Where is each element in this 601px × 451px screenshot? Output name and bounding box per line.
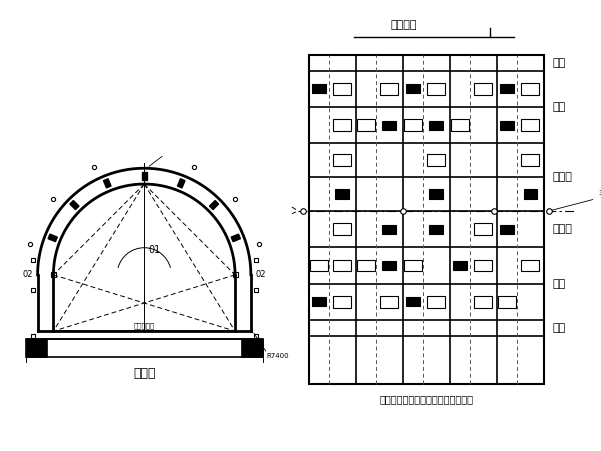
Bar bbox=[427, 83, 445, 95]
Bar bbox=[430, 225, 443, 234]
Text: 01: 01 bbox=[148, 245, 160, 255]
Bar bbox=[26, 339, 263, 357]
Bar bbox=[334, 296, 351, 308]
Text: 模板端面图: 模板端面图 bbox=[133, 322, 155, 329]
Bar bbox=[334, 83, 351, 95]
Bar bbox=[522, 260, 539, 271]
Polygon shape bbox=[48, 234, 57, 242]
Text: R7400: R7400 bbox=[267, 353, 289, 359]
Polygon shape bbox=[231, 234, 240, 242]
Bar bbox=[427, 296, 445, 308]
Bar bbox=[406, 297, 419, 306]
Bar bbox=[310, 260, 328, 271]
Text: 长顶模: 长顶模 bbox=[552, 172, 572, 182]
Bar bbox=[427, 154, 445, 166]
Bar bbox=[312, 297, 326, 306]
Polygon shape bbox=[103, 179, 111, 188]
Text: 主视图: 主视图 bbox=[133, 367, 156, 380]
Bar bbox=[334, 223, 351, 235]
Bar bbox=[334, 120, 351, 131]
Bar bbox=[335, 189, 349, 198]
Bar bbox=[382, 261, 396, 270]
Bar bbox=[334, 154, 351, 166]
Text: 边模: 边模 bbox=[552, 102, 566, 112]
Bar bbox=[406, 84, 419, 93]
Bar bbox=[380, 296, 398, 308]
Text: 02: 02 bbox=[256, 270, 266, 279]
Bar bbox=[522, 120, 539, 131]
Bar bbox=[474, 223, 492, 235]
Text: 3~450mm: 3~450mm bbox=[552, 190, 601, 210]
Bar bbox=[382, 225, 396, 234]
Bar bbox=[309, 55, 544, 383]
Bar bbox=[451, 120, 469, 131]
Bar bbox=[380, 83, 398, 95]
Text: 底模: 底模 bbox=[552, 58, 566, 68]
Polygon shape bbox=[177, 179, 185, 188]
Bar bbox=[357, 260, 374, 271]
Text: 02: 02 bbox=[22, 270, 32, 279]
Bar bbox=[474, 296, 492, 308]
Bar bbox=[404, 260, 421, 271]
Text: 底模: 底模 bbox=[552, 323, 566, 333]
Bar bbox=[522, 154, 539, 166]
Bar bbox=[382, 120, 396, 130]
Bar bbox=[357, 120, 374, 131]
Bar bbox=[241, 339, 263, 357]
Polygon shape bbox=[210, 201, 219, 210]
Text: 前进方向: 前进方向 bbox=[391, 20, 417, 30]
Bar bbox=[500, 84, 514, 93]
Bar bbox=[500, 225, 514, 234]
Polygon shape bbox=[70, 201, 79, 210]
Bar bbox=[312, 84, 326, 93]
Text: 短顶模: 短顶模 bbox=[552, 224, 572, 234]
Polygon shape bbox=[142, 172, 147, 180]
Text: 边模: 边模 bbox=[552, 279, 566, 289]
Bar bbox=[233, 272, 237, 277]
Bar bbox=[404, 120, 421, 131]
Bar bbox=[523, 189, 537, 198]
Bar bbox=[430, 120, 443, 130]
Bar bbox=[500, 120, 514, 130]
Bar bbox=[522, 83, 539, 95]
Bar bbox=[51, 272, 56, 277]
Bar bbox=[334, 260, 351, 271]
Bar bbox=[430, 189, 443, 198]
Bar bbox=[474, 83, 492, 95]
Bar bbox=[26, 339, 47, 357]
Bar bbox=[498, 296, 516, 308]
Bar bbox=[474, 260, 492, 271]
Text: 作业窗、注浆口、振捣器布置示意图: 作业窗、注浆口、振捣器布置示意图 bbox=[379, 394, 474, 404]
Bar bbox=[453, 261, 466, 270]
